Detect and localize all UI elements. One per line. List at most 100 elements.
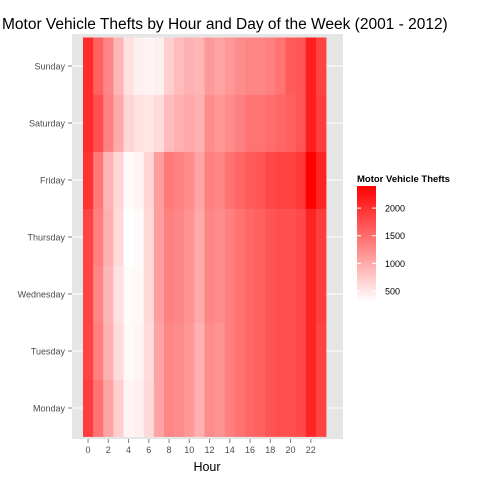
heatmap-tile: [234, 265, 246, 323]
heatmap-tile: [143, 94, 155, 152]
heatmap-tile: [234, 37, 246, 95]
heatmap-tile: [285, 379, 297, 437]
heatmap-tile: [285, 94, 297, 152]
heatmap-tile: [204, 37, 216, 95]
heatmap-tile: [113, 151, 124, 209]
heatmap-tile: [204, 208, 216, 266]
heatmap-tile: [93, 151, 104, 209]
x-tick-label: 2: [106, 445, 111, 455]
heatmap-tile: [315, 37, 327, 95]
heatmap-tile: [153, 94, 165, 152]
heatmap-tile: [143, 379, 155, 437]
heatmap-tile: [143, 265, 155, 323]
x-tick-label: 20: [286, 445, 296, 455]
y-tick-label: Tuesday: [31, 347, 66, 357]
heatmap-tile: [123, 37, 135, 95]
heatmap-tile: [83, 94, 94, 152]
heatmap-tile: [275, 94, 286, 152]
heatmap-tile: [153, 322, 165, 380]
heatmap-tile: [184, 37, 195, 95]
heatmap-tile: [164, 322, 175, 380]
heatmap-tile: [295, 37, 307, 95]
chart-title: Motor Vehicle Thefts by Hour and Day of …: [2, 16, 448, 33]
heatmap-tile: [184, 265, 195, 323]
heatmap-tile: [123, 379, 135, 437]
heatmap-tile: [153, 379, 165, 437]
heatmap-tile: [83, 265, 94, 323]
heatmap-tile: [184, 379, 195, 437]
heatmap-tile: [214, 37, 226, 95]
heatmap-tile: [245, 37, 256, 95]
heatmap-tile: [245, 94, 256, 152]
heatmap-tile: [164, 94, 175, 152]
heatmap-tile: [103, 322, 114, 380]
x-axis-title: Hour: [193, 460, 220, 474]
legend-tick-label: 1000: [385, 259, 405, 269]
heatmap-tile: [305, 379, 317, 437]
heatmap-tile: [285, 322, 297, 380]
heatmap-tile: [93, 265, 104, 323]
heatmap-tile: [275, 151, 286, 209]
heatmap-tile: [184, 208, 195, 266]
heatmap-tile: [265, 94, 276, 152]
heatmap-tile: [285, 37, 297, 95]
heatmap-tile: [194, 322, 205, 380]
heatmap-tile: [113, 208, 124, 266]
heatmap-tile: [113, 37, 124, 95]
heatmap-tile: [174, 151, 185, 209]
heatmap-tile: [245, 151, 256, 209]
heatmap-tile: [133, 379, 145, 437]
heatmap-tile: [255, 265, 266, 323]
heatmap-tile: [83, 208, 94, 266]
y-tick-label: Sunday: [34, 62, 65, 72]
heatmap-tile: [204, 322, 216, 380]
heatmap-tile: [133, 208, 145, 266]
heatmap-tile: [113, 379, 124, 437]
legend-tick-label: 2000: [385, 204, 405, 214]
heatmap-tile: [143, 208, 155, 266]
heatmap-tile: [174, 379, 185, 437]
heatmap-tile: [204, 151, 216, 209]
heatmap-tile: [224, 94, 236, 152]
heatmap-tile: [265, 265, 276, 323]
heatmap-tile: [164, 379, 175, 437]
heatmap-tile: [234, 94, 246, 152]
heatmap-tile: [143, 322, 155, 380]
heatmap-tile: [194, 208, 205, 266]
heatmap-tile: [285, 208, 297, 266]
heatmap-tile: [103, 94, 114, 152]
heatmap-tile: [164, 208, 175, 266]
heatmap-tile: [113, 265, 124, 323]
heatmap-tile: [315, 151, 327, 209]
heatmap-tile: [83, 37, 94, 95]
heatmap-tile: [305, 322, 317, 380]
heatmap-tile: [295, 151, 307, 209]
heatmap-tile: [305, 94, 317, 152]
heatmap-tile: [275, 322, 286, 380]
heatmap-tile: [305, 151, 317, 209]
heatmap-tile: [93, 208, 104, 266]
heatmap-tile: [123, 322, 135, 380]
heatmap-tile: [174, 322, 185, 380]
heatmap-tile: [255, 208, 266, 266]
heatmap-tile: [113, 94, 124, 152]
heatmap-tile: [214, 265, 226, 323]
heatmap-tile: [184, 151, 195, 209]
heatmap-tile: [83, 379, 94, 437]
heatmap-tile: [265, 322, 276, 380]
y-tick-label: Thursday: [27, 233, 65, 243]
heatmap-tile: [184, 322, 195, 380]
heatmap-tile: [103, 208, 114, 266]
heatmap-tile: [234, 379, 246, 437]
heatmap-tile: [214, 94, 226, 152]
heatmap-tile: [103, 379, 114, 437]
legend-tick-label: 1500: [385, 231, 405, 241]
heatmap-tile: [93, 379, 104, 437]
heatmap-tile: [245, 379, 256, 437]
heatmap-tile: [295, 265, 307, 323]
heatmap-tile: [224, 322, 236, 380]
heatmap-tile: [245, 265, 256, 323]
legend: Motor Vehicle Thefts 500 1000 1500 2000: [357, 174, 450, 302]
heatmap-tile: [285, 265, 297, 323]
heatmap-tile: [315, 265, 327, 323]
